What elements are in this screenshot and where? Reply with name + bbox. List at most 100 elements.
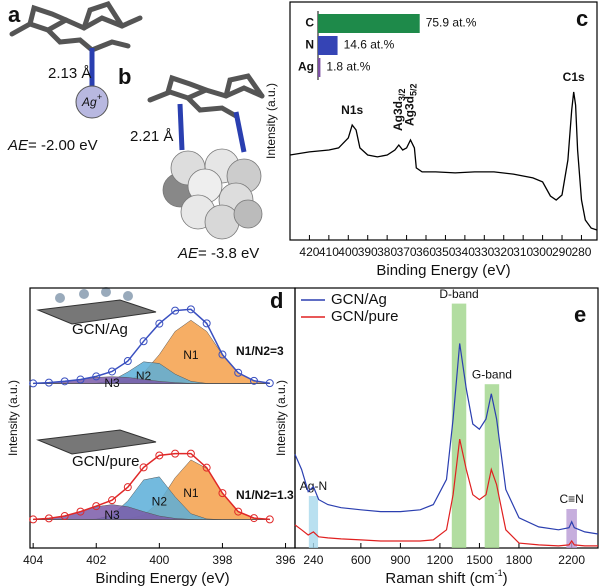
data-point [234,368,243,377]
x-tick-label: 404 [23,553,43,567]
data-point [44,378,53,387]
component-label: N3 [104,376,120,390]
peak-label-sub: 5/2 [409,84,419,97]
spectrum-label: GCN/Ag [72,321,128,338]
bar-category: N [305,38,314,52]
energy: AE= -2.00 eV [7,137,98,154]
plot-frame [289,1,598,241]
distance: 2.21 Å [130,128,173,145]
x-tick-label: 410 [319,245,339,259]
x-tick-label: 900 [390,553,410,567]
y-axis-label: Intensity (a.u.) [264,83,278,159]
data-point [92,372,101,381]
data-point [249,514,258,523]
data-point [60,377,69,386]
data-point [171,449,180,458]
x-tick-label: 402 [86,553,106,567]
plot-frame [294,287,599,549]
data-point [108,496,117,505]
legend-label: GCN/Ag [331,291,387,308]
x-tick-label: 398 [212,553,232,567]
bar-category: C [305,16,314,30]
data-point [29,379,38,388]
data-point [139,463,148,472]
panel-letter: a [8,2,21,27]
bar [318,36,338,55]
x-tick-label: 240 [303,553,323,567]
x-tick-label: 1200 [427,553,454,567]
band [566,509,577,548]
data-point [202,463,211,472]
peak-label-main: C1s [563,70,585,84]
legend-label: GCN/pure [331,308,399,325]
spectrum-line [289,91,598,231]
data-point [139,337,148,346]
panel-letter: c [576,6,588,31]
x-tick-label: 1500 [466,553,493,567]
x-tick-label: 360 [416,245,436,259]
data-point [76,375,85,384]
data-point [218,350,227,359]
spectrum-label: GCN/pure [72,453,140,470]
energy: AE= -3.8 eV [177,245,259,262]
panel-letter: b [118,64,131,89]
bar-value-label: 14.6 at.% [344,38,395,52]
x-tick-label: 1800 [506,553,533,567]
x-tick-label: 396 [276,553,296,567]
band [484,384,500,548]
peak-label-main: Ag3d [391,101,405,131]
ion-label: Ag+ [81,92,102,109]
component-label: N1 [183,486,199,500]
data-point [186,305,195,314]
fit-envelope [33,452,270,521]
component-label: N2 [152,494,168,508]
x-axis-label: Raman shift (cm-1) [385,568,507,587]
y-axis-label: Intensity (a.u.) [274,380,288,456]
x-axis-label: Binding Energy (eV) [95,570,229,587]
y-axis-label: Intensity (a.u.) [6,380,20,456]
peak-label: N1s [341,103,363,117]
x-axis-label-end: ) [503,570,508,587]
x-tick-label: 300 [533,245,553,259]
data-point [249,376,258,385]
x-tick-label: 370 [397,245,417,259]
x-tick-label: 380 [377,245,397,259]
data-point [202,319,211,328]
ag-cluster [162,148,263,240]
data-point [265,515,274,524]
series-line [294,343,599,535]
x-axis-label-main: Raman shift (cm [385,570,494,587]
data-point [155,451,164,460]
data-point [76,507,85,516]
data-point [108,367,117,376]
x-tick-label: 330 [474,245,494,259]
x-tick-label: 280 [571,245,591,259]
ratio-label: N1/N2=1.3 [236,488,294,502]
bar-value-label: 1.8 at.% [326,60,370,74]
x-tick-label: 400 [338,245,358,259]
ag-ion [75,85,109,119]
x-tick-label: 340 [455,245,475,259]
molecule [9,1,143,53]
series-line [294,438,598,547]
data-point [92,502,101,511]
panel-b: b 2.21 Å AE= -3.8 eV [118,64,265,262]
x-tick-label: 420 [299,245,319,259]
data-point [234,507,243,516]
data-point [171,306,180,315]
x-tick-label: 600 [351,553,371,567]
x-tick-label: 350 [435,245,455,259]
bar-category: Ag [298,60,314,74]
band-label: G-band [472,367,512,381]
panel-a: a Ag+ 2.13 Å AE= -2.00 eV [7,1,143,154]
data-point [44,514,53,523]
band [308,496,319,548]
bond [177,103,247,153]
data-point [123,483,132,492]
bar-value-label: 75.9 at.% [426,16,477,30]
data-point [155,319,164,328]
peak-label-main: N1s [341,103,363,117]
bar [318,58,321,77]
band-label: C≡N [559,492,583,506]
